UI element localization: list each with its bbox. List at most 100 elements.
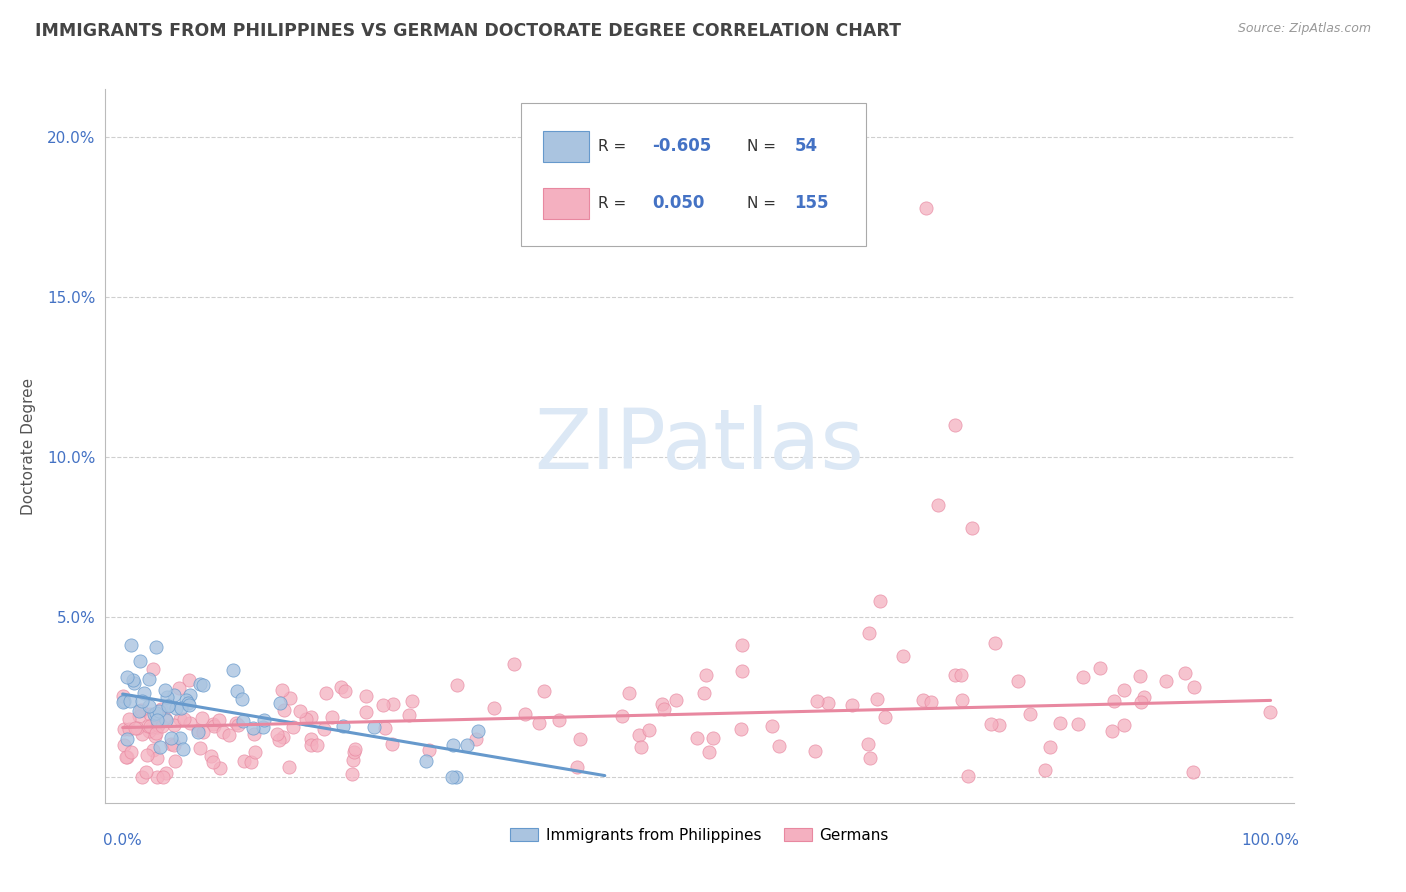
Point xyxy=(960,520,983,534)
Point xyxy=(160,737,183,751)
Point xyxy=(638,723,661,737)
Point xyxy=(312,722,335,736)
Point xyxy=(1182,681,1205,695)
Point xyxy=(547,713,569,727)
Point xyxy=(136,748,159,763)
Point xyxy=(115,750,138,764)
Point xyxy=(150,719,173,733)
Point xyxy=(503,657,526,671)
Point xyxy=(155,711,177,725)
Point xyxy=(111,695,134,709)
Point xyxy=(138,718,160,732)
Point xyxy=(321,710,343,724)
Point xyxy=(112,689,135,703)
Point xyxy=(145,726,167,740)
Point xyxy=(253,713,276,727)
Point xyxy=(342,767,364,781)
Point xyxy=(381,737,404,751)
Y-axis label: Doctorate Degree: Doctorate Degree xyxy=(21,377,37,515)
Point xyxy=(278,690,301,705)
Point xyxy=(418,743,440,757)
Point xyxy=(267,733,290,747)
Point xyxy=(858,626,880,640)
Point xyxy=(131,770,153,784)
Point xyxy=(124,676,146,690)
Point xyxy=(950,692,973,706)
Point xyxy=(169,712,191,726)
Text: 100.0%: 100.0% xyxy=(1241,833,1299,848)
Point xyxy=(915,201,938,215)
Point xyxy=(135,764,157,779)
Point xyxy=(305,738,328,752)
Point xyxy=(145,713,167,727)
Point xyxy=(156,690,179,704)
Point xyxy=(177,696,200,710)
Point xyxy=(330,681,353,695)
Point xyxy=(202,716,225,731)
Point xyxy=(444,770,467,784)
Point xyxy=(146,718,169,732)
Point xyxy=(343,745,366,759)
Point xyxy=(252,720,274,734)
Point xyxy=(145,640,167,654)
Point xyxy=(806,694,828,708)
Point xyxy=(179,688,201,702)
Point xyxy=(363,720,385,734)
Point xyxy=(138,672,160,686)
Point xyxy=(628,728,651,742)
Point xyxy=(188,741,211,756)
Point xyxy=(344,742,367,756)
Point xyxy=(465,731,488,746)
Point xyxy=(665,692,688,706)
Text: 155: 155 xyxy=(794,194,830,212)
Point xyxy=(179,673,201,688)
Point xyxy=(1101,723,1123,738)
Point xyxy=(163,754,186,768)
Point xyxy=(295,712,318,726)
Point xyxy=(1066,716,1088,731)
Point xyxy=(120,638,142,652)
Point xyxy=(374,721,396,735)
Point xyxy=(112,693,135,707)
Point xyxy=(124,721,146,735)
Point xyxy=(145,751,167,765)
Text: 0.0%: 0.0% xyxy=(103,833,142,848)
Point xyxy=(163,738,186,752)
Point xyxy=(1049,715,1071,730)
Point xyxy=(342,753,364,767)
Point xyxy=(141,720,163,734)
Point xyxy=(129,703,152,717)
Point xyxy=(128,705,150,719)
Point xyxy=(266,726,288,740)
Point xyxy=(148,704,170,718)
Point xyxy=(651,697,673,711)
Point xyxy=(232,754,254,768)
Point xyxy=(118,712,141,726)
Legend: Immigrants from Philippines, Germans: Immigrants from Philippines, Germans xyxy=(505,822,894,848)
Point xyxy=(803,743,825,757)
Point xyxy=(873,710,896,724)
Point xyxy=(859,750,882,764)
Text: N =: N = xyxy=(747,139,780,153)
Point xyxy=(228,717,250,731)
Point xyxy=(693,685,716,699)
Point xyxy=(484,701,506,715)
Point xyxy=(155,713,177,727)
Point xyxy=(920,696,942,710)
Point xyxy=(145,706,167,721)
Point xyxy=(115,749,138,764)
Point xyxy=(730,722,752,736)
Point xyxy=(527,715,550,730)
Point xyxy=(761,719,783,733)
Point xyxy=(138,723,160,738)
Point xyxy=(533,684,555,698)
Point xyxy=(1112,683,1135,698)
Point xyxy=(281,720,304,734)
Point xyxy=(987,718,1010,732)
Point xyxy=(245,746,267,760)
Point xyxy=(191,711,214,725)
Point xyxy=(209,761,232,775)
Point xyxy=(115,670,138,684)
Point xyxy=(927,498,949,512)
Point xyxy=(956,769,979,783)
